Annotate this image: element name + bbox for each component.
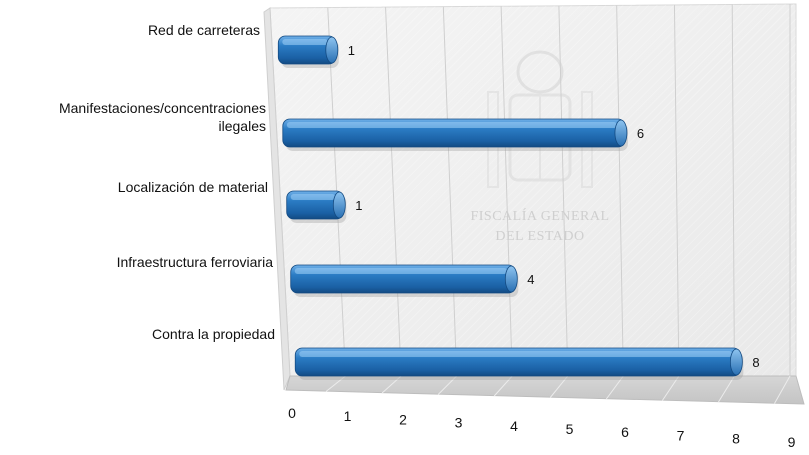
- floor-gridline: [774, 375, 791, 404]
- category-label: Localización de material: [118, 179, 268, 195]
- data-label: 4: [527, 272, 534, 287]
- floor-gridline: [661, 375, 680, 401]
- category-label: ilegales: [219, 118, 266, 134]
- watermark-text: FISCALÍA GENERAL: [470, 207, 609, 224]
- x-tick-label: 2: [399, 411, 407, 427]
- gridline: [385, 7, 402, 377]
- floor-gridline: [718, 375, 735, 403]
- category-label: Contra la propiedad: [152, 326, 275, 342]
- bar: [290, 264, 519, 297]
- floor-gridline: [381, 375, 402, 394]
- floor-gridline: [605, 375, 624, 400]
- gridline: [616, 5, 624, 377]
- category-label: Manifestaciones/concentraciones: [59, 100, 266, 116]
- gridline: [731, 4, 735, 377]
- gridline: [500, 6, 513, 377]
- value-labels: 1 6 1 4 8: [348, 43, 760, 370]
- x-tick-label: 9: [788, 434, 796, 450]
- x-tick-label: 8: [732, 431, 740, 447]
- x-tick-label: 7: [677, 427, 685, 443]
- floor-gridline: [493, 375, 513, 397]
- x-tick-label: 3: [455, 415, 463, 431]
- gridline: [442, 6, 458, 377]
- watermark-text: DEL ESTADO: [495, 229, 584, 244]
- floor-gridline: [437, 375, 458, 395]
- x-tick-label: 5: [566, 421, 574, 437]
- bar: [294, 347, 744, 380]
- x-tick-label: 1: [344, 408, 352, 424]
- gridline: [558, 5, 569, 377]
- category-label: Red de carreteras: [148, 22, 260, 38]
- bars: [277, 35, 744, 380]
- x-tick-label: 0: [288, 405, 296, 421]
- x-tick-label: 4: [510, 418, 518, 434]
- gridline: [673, 4, 680, 377]
- category-label: Infraestructura ferroviaria: [117, 254, 274, 270]
- x-tick-label: 6: [621, 424, 629, 440]
- data-label: 1: [355, 198, 362, 213]
- floor-gridline: [325, 375, 346, 392]
- bar: [286, 190, 347, 223]
- floor-gridline: [549, 375, 569, 398]
- x-axis-ticks: 0 1 2 3 4 5 6 7 8 9: [288, 405, 796, 450]
- wall-texture: [270, 4, 796, 376]
- data-label: 1: [348, 43, 355, 58]
- bar: [282, 118, 628, 151]
- data-label: 8: [752, 355, 759, 370]
- data-label: 6: [637, 126, 644, 141]
- bar: [277, 35, 339, 68]
- gridlines: [325, 4, 791, 404]
- category-labels: Red de carreteras Manifestaciones/concent…: [59, 22, 275, 342]
